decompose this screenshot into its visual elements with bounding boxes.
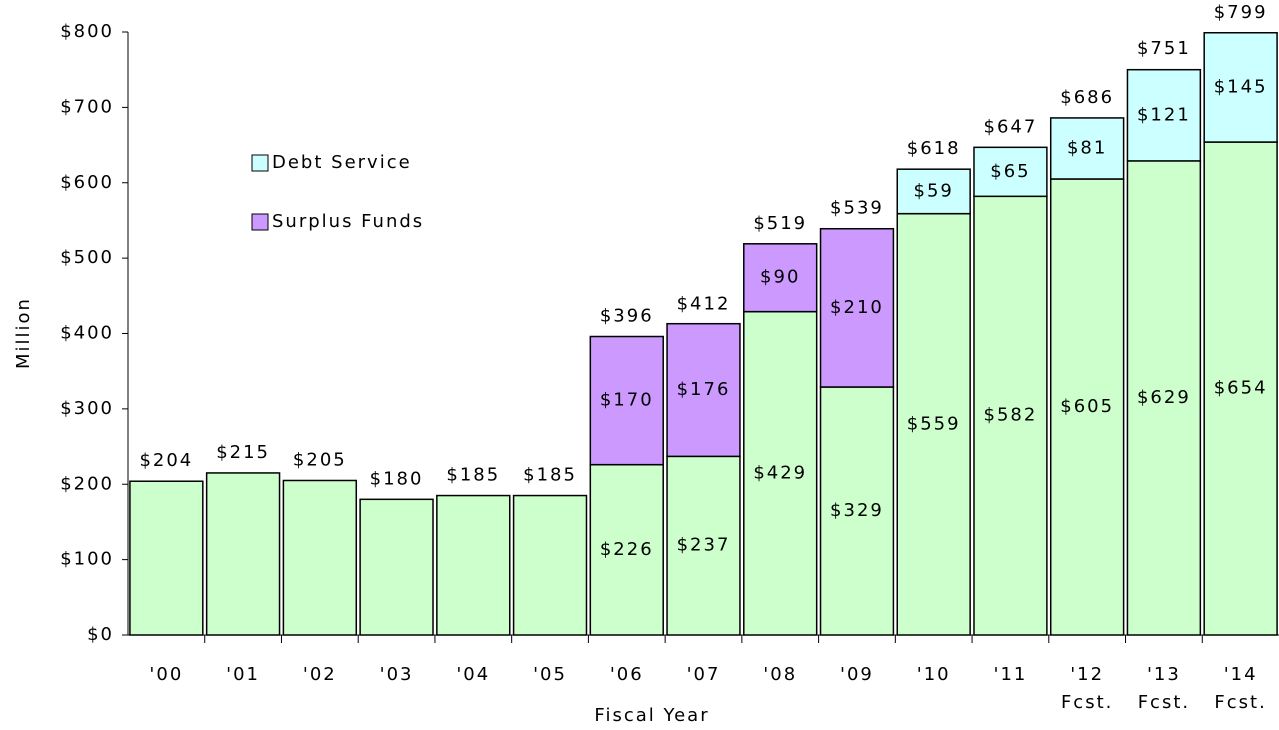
value-label: $559 [907,413,961,434]
x-tick-label: '12 Fcst. [1061,664,1113,713]
y-tick-label: $700 [60,96,114,117]
bar-segment [1126,160,1202,636]
bar-segment [359,498,434,636]
bar-segment [819,386,895,636]
bar-segment [205,472,281,636]
legend-label: Surplus Funds [272,211,424,232]
bar-segment [743,310,818,636]
total-label: $180 [370,468,424,489]
legend-swatch [251,213,269,231]
value-label: $210 [830,297,884,318]
value-label: $145 [1214,76,1268,97]
bar-segment [973,195,1048,636]
total-label: $618 [907,138,961,159]
value-label: $90 [760,267,800,288]
x-axis-label: Fiscal Year [594,705,709,726]
value-label: $65 [990,161,1030,182]
total-label: $185 [523,465,577,486]
total-label: $539 [830,198,884,219]
y-tick-label: $200 [60,473,114,494]
value-label: $59 [914,180,954,201]
x-tick-label: '14 Fcst. [1214,664,1266,713]
total-label: $647 [984,116,1038,137]
bar-segment [512,494,588,636]
x-tick-label: '09 [840,664,874,685]
legend-swatch [251,154,269,172]
x-tick-label: '06 [610,664,644,685]
y-axis-label: Million [13,297,34,369]
total-label: $799 [1214,2,1268,23]
bar-segment [589,335,664,466]
bar-segment [819,227,895,388]
x-tick-label: '07 [687,664,721,685]
x-tick-label: '04 [456,664,490,685]
y-tick-label: $300 [60,398,114,419]
bar-segment [282,479,358,636]
x-tick-label: '13 Fcst. [1138,664,1190,713]
y-tick-label: $800 [60,21,114,42]
total-label: $204 [139,450,193,471]
y-tick-label: $400 [60,323,114,344]
x-tick-label: '03 [380,664,414,685]
bar-segment [743,243,818,313]
bar-segment [666,322,741,458]
value-label: $429 [753,462,807,483]
x-tick-label: '08 [763,664,797,685]
total-label: $412 [677,293,731,314]
x-tick-label: '02 [303,664,337,685]
value-label: $176 [677,379,731,400]
bar-segment [973,146,1048,198]
bar-segment [436,494,511,636]
bar-segment [896,168,971,215]
total-label: $215 [216,442,270,463]
value-label: $237 [677,535,731,556]
y-tick-label: $0 [87,624,114,645]
value-label: $329 [830,500,884,521]
total-label: $751 [1137,38,1191,59]
bar-segment [1203,32,1278,143]
value-label: $81 [1067,137,1107,158]
y-tick-label: $500 [60,247,114,268]
value-label: $582 [984,405,1038,426]
value-label: $654 [1214,378,1268,399]
bar-segment [1049,117,1125,180]
value-label: $629 [1137,387,1191,408]
bar-segment [896,212,971,636]
x-tick-label: '10 [917,664,951,685]
value-label: $605 [1060,396,1114,417]
y-tick-label: $100 [60,549,114,570]
value-label: $170 [600,390,654,411]
total-label: $519 [753,213,807,234]
total-label: $185 [446,465,500,486]
bar-segment [1049,178,1125,636]
x-tick-label: '05 [533,664,567,685]
legend-label: Debt Service [272,152,412,173]
bar-segment [1203,141,1278,636]
total-label: $205 [293,449,347,470]
x-tick-label: '00 [149,664,183,685]
bar-segment [1126,68,1202,162]
total-label: $686 [1060,87,1114,108]
x-tick-label: '01 [226,664,260,685]
y-tick-label: $600 [60,172,114,193]
value-label: $226 [600,539,654,560]
x-tick-label: '11 [994,664,1028,685]
value-label: $121 [1137,104,1191,125]
bar-segment [666,455,741,636]
bar-segment [129,480,204,636]
total-label: $396 [600,306,654,327]
